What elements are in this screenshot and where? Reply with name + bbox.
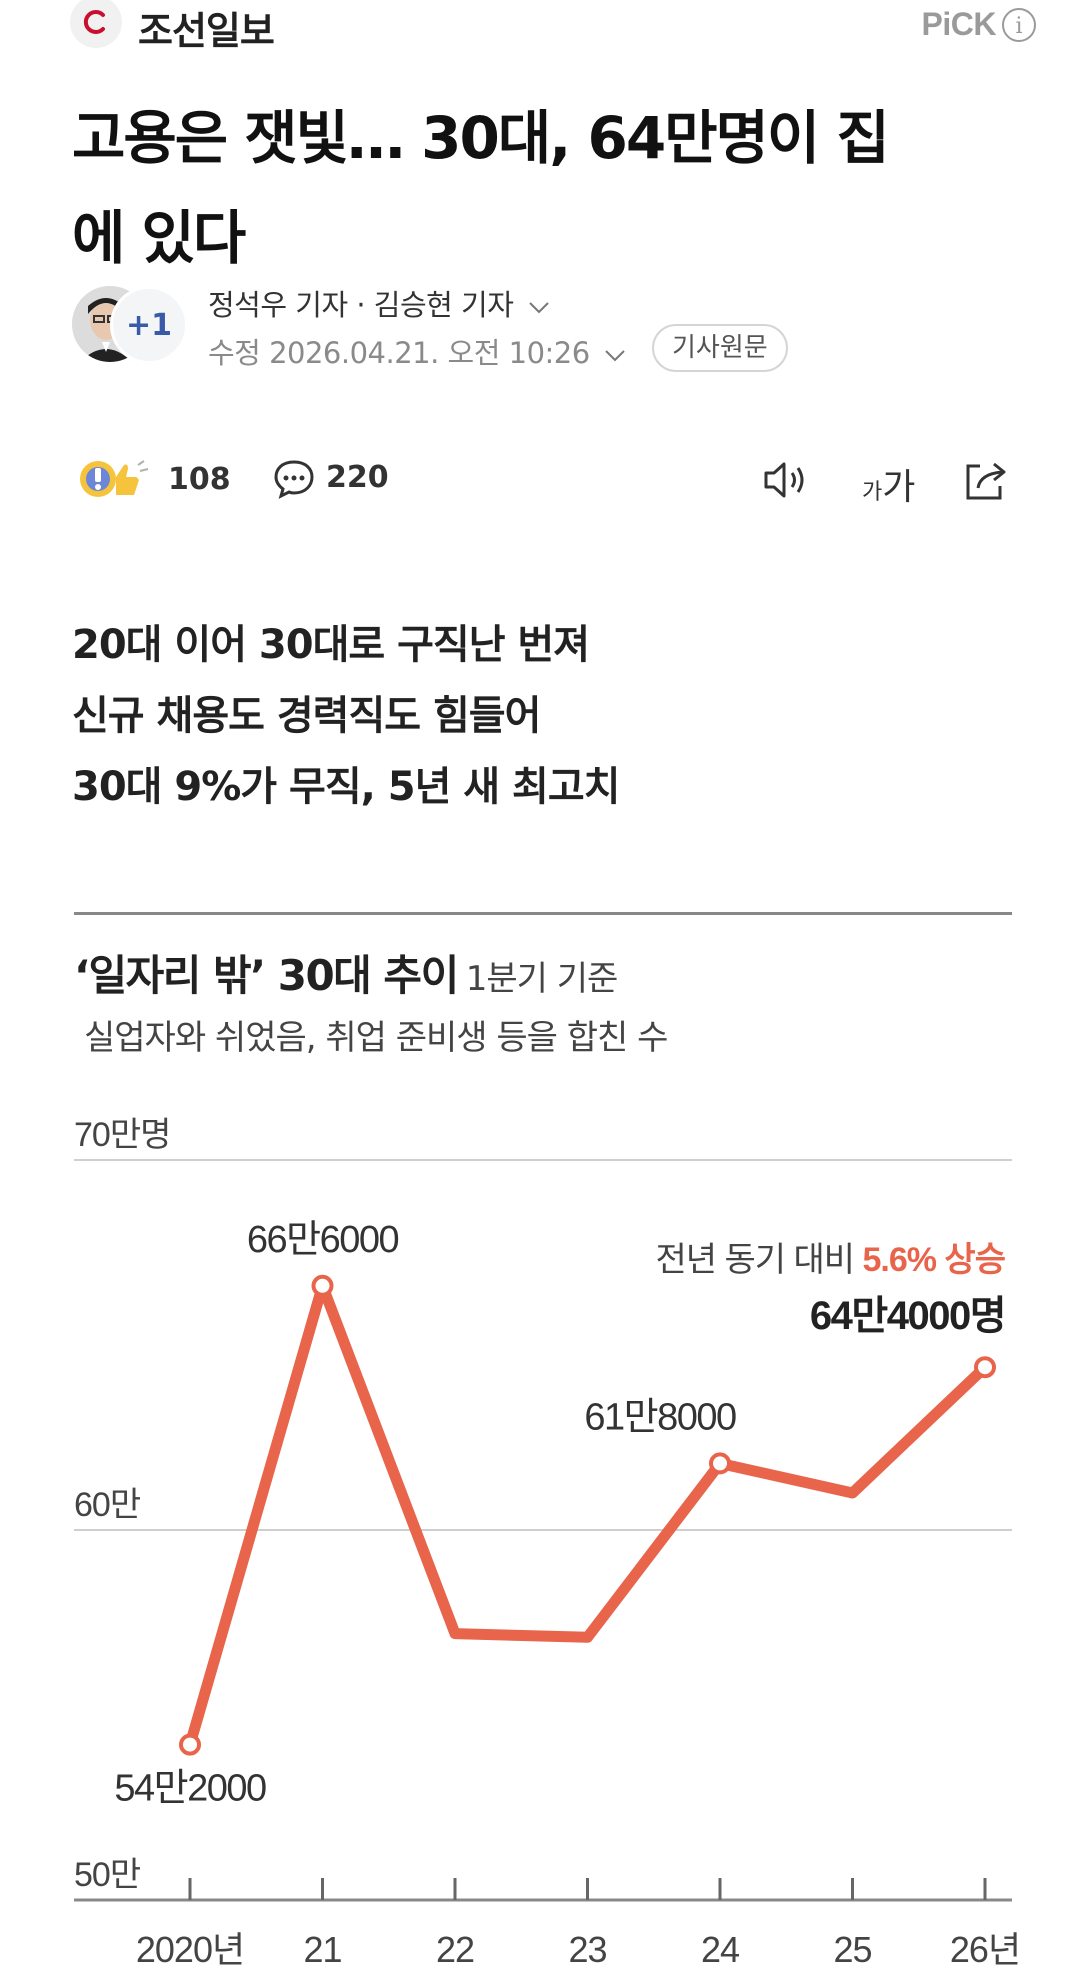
change-annotation-highlight: 5.6% 상승 [862,1241,1005,1279]
summary-line: 30대 9%가 무직, 5년 새 최고치 [72,764,620,810]
change-annotation-prefix: 전년 동기 대비 [655,1241,862,1279]
y-tick-label: 70만명 [74,1116,170,1154]
data-point [709,1452,731,1475]
chart-title: ‘일자리 밖’ 30대 추이 1분기 기준 [74,942,619,1003]
text-to-speech-button[interactable] [762,458,812,506]
reaction-count: 108 [168,462,231,497]
more-reporters-badge[interactable]: +1 [110,286,188,364]
article-summary: 20대 이어 30대로 구직난 번져 신규 채용도 경력직도 힘들어 30대 9… [72,610,620,823]
comment-count: 220 [326,460,389,495]
reaction-button[interactable] [76,455,160,507]
x-tick-label: 2020년 [136,1929,244,1968]
x-tick-label: 23 [568,1929,606,1968]
data-point [311,1274,334,1297]
summary-line: 신규 채용도 경력직도 힘들어 [72,693,541,739]
data-label: 64만4000명 [810,1294,1005,1338]
chart-top-rule [74,912,1012,915]
share-icon [966,462,1006,500]
headline-line-1: 고용은 잿빛… 30대, 64만명이 집 [72,104,890,172]
x-tick-label: 24 [701,1929,739,1968]
data-label: 54만2000 [114,1768,266,1810]
press-name[interactable]: 조선일보 [138,9,275,53]
original-article-button[interactable]: 기사원문 [652,324,788,372]
info-icon[interactable]: i [1002,8,1036,42]
series-line [184,1280,991,1751]
reaction-emoji-icon [80,460,149,497]
chevron-down-icon [605,350,626,362]
data-point [179,1733,201,1756]
press-logo[interactable] [70,0,122,48]
updated-time[interactable]: 수정 2026.04.21. 오전 10:26 [208,330,626,372]
comment-button[interactable] [272,458,316,504]
chart-title-text: ‘일자리 밖’ 30대 추이 [74,951,459,1000]
pick-badge: PiCK [921,6,997,42]
comment-bubble-icon [274,460,314,499]
chevron-down-icon [529,302,549,314]
font-size-button[interactable]: 가가 [862,458,915,510]
x-tick-label: 25 [833,1929,871,1968]
change-annotation: 전년 동기 대비 5.6% 상승 [655,1241,1005,1279]
data-label: 66만6000 [247,1219,399,1261]
y-tick-label: 60만 [74,1486,141,1524]
x-tick-label: 26년 [950,1929,1020,1968]
share-button[interactable] [962,456,1010,506]
font-large-glyph: 가 [882,467,916,508]
updated-time-text: 수정 2026.04.21. 오전 10:26 [208,336,590,370]
chart-title-basis: 1분기 기준 [465,959,619,999]
speaker-icon [764,462,804,498]
data-label: 61만8000 [584,1396,736,1438]
x-tick-label: 22 [436,1929,474,1968]
chart-subtitle: 실업자와 쉬었음, 취업 준비생 등을 합친 수 [84,1018,668,1058]
summary-line: 20대 이어 30대로 구직난 번져 [72,622,590,668]
font-small-glyph: 가 [862,480,883,505]
y-tick-label: 50만 [74,1856,141,1894]
reporter-names[interactable]: 정석우 기자 · 김승현 기자 [208,282,550,324]
x-tick-label: 21 [303,1929,341,1968]
reporter-names-text: 정석우 기자 · 김승현 기자 [208,288,514,322]
article-headline: 고용은 잿빛… 30대, 64만명이 집 에 있다 [72,88,1012,288]
press-logo-icon [83,10,105,34]
data-point [974,1356,996,1379]
headline-line-2: 에 있다 [72,204,246,272]
